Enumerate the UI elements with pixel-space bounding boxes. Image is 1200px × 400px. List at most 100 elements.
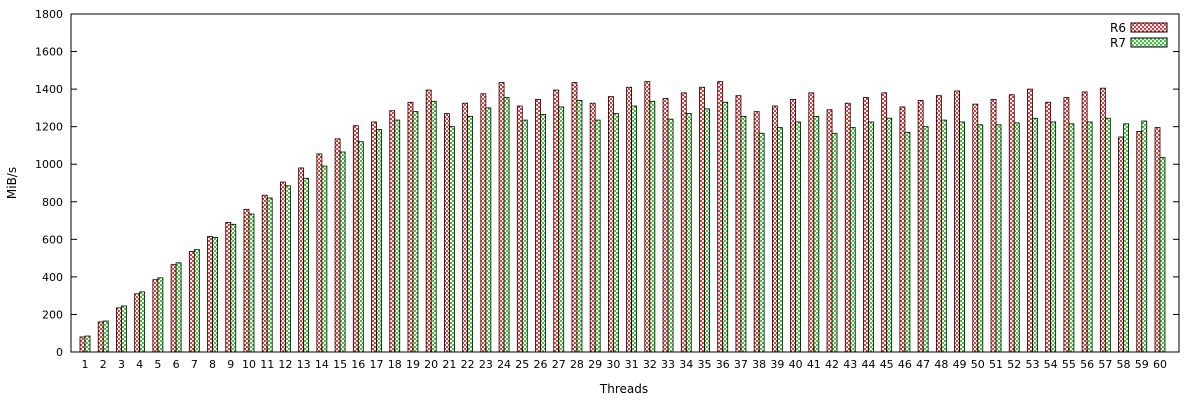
x-tick-label: 9: [227, 358, 234, 371]
x-tick-label: 25: [515, 358, 529, 371]
y-tick-label: 1600: [35, 46, 63, 59]
bar-r7-44: [868, 121, 874, 353]
bar-r6-39: [771, 105, 778, 353]
x-tick-label: 60: [1153, 358, 1167, 371]
bar-r7-28: [576, 99, 583, 353]
x-tick-label: 55: [1062, 358, 1076, 371]
bar-r6-4: [134, 293, 141, 353]
bar-r7-50: [977, 124, 984, 353]
bar-r7-14: [321, 165, 328, 353]
bar-r7-33: [667, 118, 674, 353]
bar-r6-40: [790, 99, 796, 353]
bar-r6-49: [954, 90, 960, 353]
bar-r7-20: [430, 100, 437, 353]
bar-r7-58: [1123, 123, 1129, 353]
x-tick-label: 51: [989, 358, 1003, 371]
x-tick-label: 50: [971, 358, 985, 371]
x-tick-label: 43: [843, 358, 857, 371]
bar-r6-5: [152, 279, 159, 353]
bar-r7-13: [303, 177, 310, 353]
y-tick-label: 1200: [35, 121, 63, 134]
bar-r6-58: [1118, 136, 1124, 353]
legend-entry-r6: R6: [1110, 21, 1168, 35]
bar-r6-36: [717, 81, 724, 353]
bar-r7-1: [84, 335, 91, 353]
bar-r7-40: [795, 121, 801, 353]
bar-r7-23: [485, 107, 492, 353]
y-tick-label: 1000: [35, 158, 63, 171]
y-tick-label: 1400: [35, 83, 63, 96]
x-tick-label: 2: [100, 358, 107, 371]
bar-r7-17: [376, 129, 382, 353]
x-tick-label: 33: [661, 358, 675, 371]
bar-r7-60: [1159, 157, 1166, 353]
bar-r6-18: [389, 110, 396, 353]
x-tick-label: 59: [1135, 358, 1149, 371]
bar-r7-3: [121, 305, 127, 353]
x-tick-label: 4: [136, 358, 143, 371]
bar-r7-35: [704, 108, 710, 353]
bar-r7-9: [230, 223, 237, 353]
x-tick-label: 23: [479, 358, 493, 371]
bar-r6-20: [425, 89, 432, 353]
x-tick-label: 1: [82, 358, 89, 371]
bar-r7-36: [722, 101, 729, 353]
bar-r6-29: [589, 102, 596, 353]
bar-r6-26: [535, 99, 541, 353]
y-tick-label: 600: [42, 233, 63, 246]
bar-r7-53: [1032, 117, 1038, 353]
bar-r7-59: [1141, 120, 1148, 353]
bar-r7-27: [558, 106, 565, 353]
bar-r6-54: [1045, 101, 1052, 353]
y-tick-label: 1800: [35, 8, 63, 21]
bar-r6-9: [225, 222, 232, 353]
bar-r7-49: [959, 121, 965, 353]
bar-r6-45: [881, 92, 888, 353]
x-tick-label: 48: [934, 358, 948, 371]
bar-r7-38: [758, 132, 765, 353]
x-tick-label: 3: [118, 358, 125, 371]
x-tick-label: 22: [461, 358, 475, 371]
x-tick-label: 40: [789, 358, 803, 371]
bar-r6-47: [917, 99, 924, 353]
x-tick-label: 38: [752, 358, 766, 371]
bar-r7-8: [212, 237, 218, 353]
bar-r7-32: [649, 100, 656, 353]
x-tick-label: 32: [643, 358, 657, 371]
bar-r7-5: [157, 277, 164, 353]
bar-r6-13: [298, 167, 305, 353]
x-tick-label: 47: [916, 358, 930, 371]
bar-r6-52: [1008, 94, 1015, 353]
bar-r6-11: [261, 194, 268, 353]
bar-r7-24: [503, 97, 510, 353]
x-tick-label: 58: [1117, 358, 1131, 371]
bar-r6-30: [607, 96, 614, 353]
bar-r7-57: [1104, 117, 1111, 353]
bar-r6-41: [808, 92, 815, 353]
x-tick-label: 13: [297, 358, 311, 371]
bar-r7-42: [831, 132, 838, 353]
bar-r6-1: [79, 336, 86, 353]
bar-r7-10: [248, 213, 255, 353]
bar-r7-55: [1068, 123, 1075, 353]
bar-r6-25: [516, 105, 523, 353]
x-tick-label: 26: [534, 358, 548, 371]
y-axis-label: MiB/s: [5, 167, 19, 199]
bar-r6-50: [972, 103, 979, 353]
bar-r6-51: [990, 99, 997, 353]
bar-r7-11: [266, 197, 273, 353]
legend-swatch-r7: [1130, 37, 1168, 48]
bar-r6-24: [498, 82, 505, 353]
y-tick-label: 400: [42, 271, 63, 284]
bar-r6-32: [644, 81, 651, 353]
x-tick-label: 39: [770, 358, 784, 371]
bar-r7-31: [631, 105, 638, 353]
bar-r7-30: [612, 113, 619, 353]
bar-r7-39: [776, 127, 783, 353]
bar-r6-17: [371, 121, 377, 353]
bar-r6-12: [280, 181, 286, 353]
bar-r7-51: [995, 124, 1002, 353]
legend-entry-r7: R7: [1110, 36, 1168, 50]
x-axis: 1 2 3 4 5 6 7 8 9 10 11 12 13 14 15 16 17 18 19 20 21 22 23 24 2…: [82, 347, 1167, 371]
bar-r6-28: [571, 82, 578, 353]
